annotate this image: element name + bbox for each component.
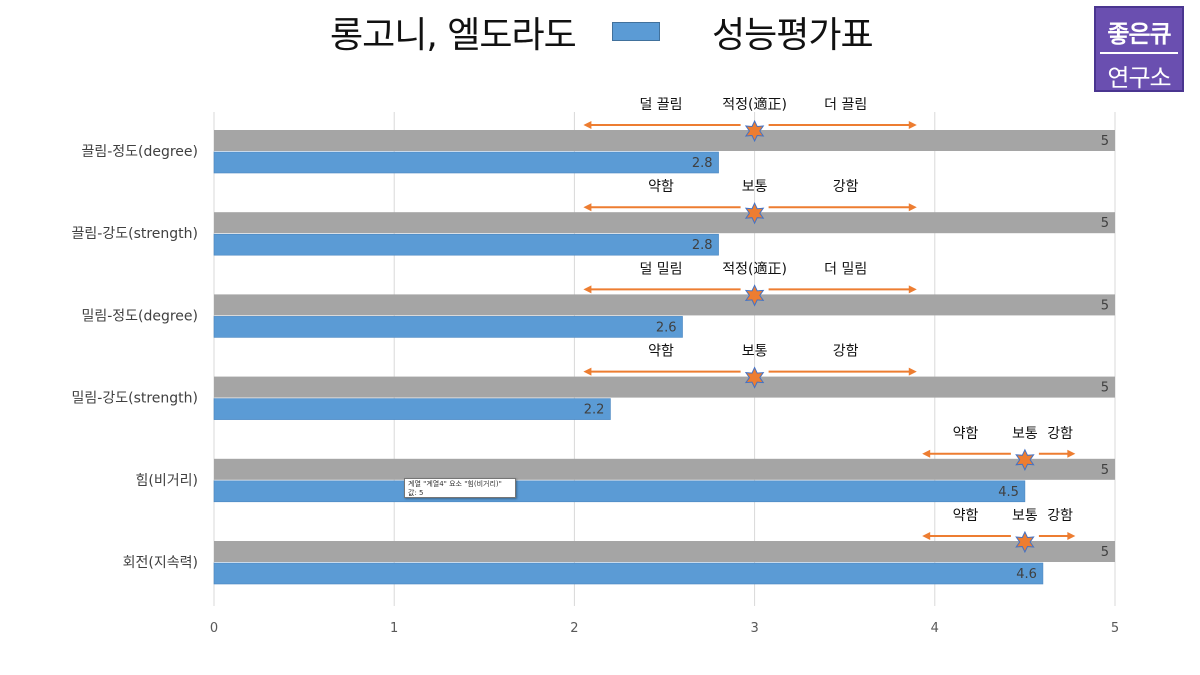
annotation-center-label: 보통 [1012,508,1038,524]
star-marker [744,119,765,143]
brand-logo: 좋은큐 연구소 [1094,6,1184,92]
annotation-right-label: 강함 [1047,426,1073,442]
legend-label: 성능평가표 [712,15,874,56]
data-label: 5 [1101,298,1109,313]
arrow-right-head [1067,449,1076,458]
bar-value [213,316,683,338]
arrow-left-head [583,367,592,376]
bar-reference [214,376,1115,398]
x-tick-label: 3 [750,621,758,636]
data-label: 2.2 [584,403,605,418]
tooltip: 계열 "계열4" 요소 "힘(비거리)" 값: 5 [404,478,516,498]
annotation-right-label: 강함 [1047,508,1073,524]
bar-reference [214,130,1115,151]
annotation-right-label: 강함 [833,344,859,360]
arrow-left-head [583,203,592,212]
annotation-right-label: 더 끌림 [824,97,867,113]
y-category-label: 밀림-강도(strength) [72,391,198,407]
gridlines [213,112,1116,606]
arrow-right-head [908,121,917,129]
x-tick-label: 1 [390,621,398,636]
star-marker [744,284,765,307]
star-marker [744,202,765,225]
x-tick-label: 0 [210,621,218,636]
chart-header: 롱고니, 엘도라도 성능평가표 [0,0,1200,80]
bars [213,130,1115,585]
data-label: 2.8 [692,238,713,253]
annotation-left-label: 약함 [648,179,674,195]
annotations [583,119,1076,554]
bar-reference [214,294,1115,316]
bar-value [213,233,719,256]
bar-reference [214,458,1115,480]
arrow-right-head [1067,532,1076,540]
data-label: 5 [1101,381,1109,396]
star-marker [744,366,765,389]
annotation-center-label: 적정(適正) [722,96,787,113]
labels: 0 1 2 3 4 5끌림-정도(degree)52.8덜 끌림 적정(適正) 더 끌림끌림-… [72,96,1120,636]
arrow-right-head [908,203,917,212]
logo-line-1: 좋은큐 [1107,20,1171,48]
tooltip-line-2: 값: 5 [408,489,424,497]
annotation-right-label: 강함 [833,179,859,195]
chart-title: 롱고니, 엘도라도 [330,15,577,56]
annotation-right-label: 더 밀림 [824,261,867,277]
bar-value [213,562,1044,585]
annotation-left-label: 덜 끌림 [639,97,682,113]
arrow-left-head [583,285,592,294]
bar-value [213,151,719,174]
bar-value [213,398,611,420]
arrow-right-head [908,285,917,294]
legend-swatch [612,22,660,41]
star-marker [1015,530,1035,554]
arrow-left-head [922,532,931,540]
x-tick-label: 5 [1111,621,1119,636]
data-label: 5 [1101,216,1109,231]
x-tick-label: 4 [931,621,939,636]
data-label: 5 [1101,463,1109,478]
annotation-left-label: 약함 [953,508,979,524]
y-category-label: 밀림-정도(degree) [81,308,198,324]
annotation-center-label: 적정(適正) [722,260,787,277]
y-category-label: 회전(지속력) [123,555,198,571]
data-label: 4.6 [1016,567,1037,582]
bar-reference [214,541,1115,562]
annotation-left-label: 덜 밀림 [639,261,682,277]
arrow-right-head [908,367,917,376]
data-label: 5 [1101,545,1109,560]
annotation-center-label: 보통 [1012,426,1038,442]
bar-reference [214,212,1115,234]
tooltip-line-1: 계열 "계열4" 요소 "힘(비거리)" [408,480,502,488]
annotation-left-label: 약함 [953,426,979,442]
y-category-label: 힘(비거리) [136,473,198,489]
arrow-left-head [922,449,931,458]
data-label: 2.6 [656,320,677,335]
bar-value [213,480,1026,503]
logo-divider [1100,52,1178,54]
data-label: 5 [1101,134,1109,149]
data-label: 2.8 [692,156,713,171]
x-tick-label: 2 [570,621,578,636]
logo-line-2: 연구소 [1107,64,1171,92]
arrow-left-head [583,121,592,129]
data-label: 4.5 [998,485,1019,500]
y-category-label: 끌림-정도(degree) [81,144,198,160]
y-category-label: 끌림-강도(strength) [72,226,198,242]
annotation-left-label: 약함 [648,344,674,360]
annotation-center-label: 보통 [742,344,768,360]
annotation-center-label: 보통 [742,179,768,195]
star-marker [1015,448,1035,471]
